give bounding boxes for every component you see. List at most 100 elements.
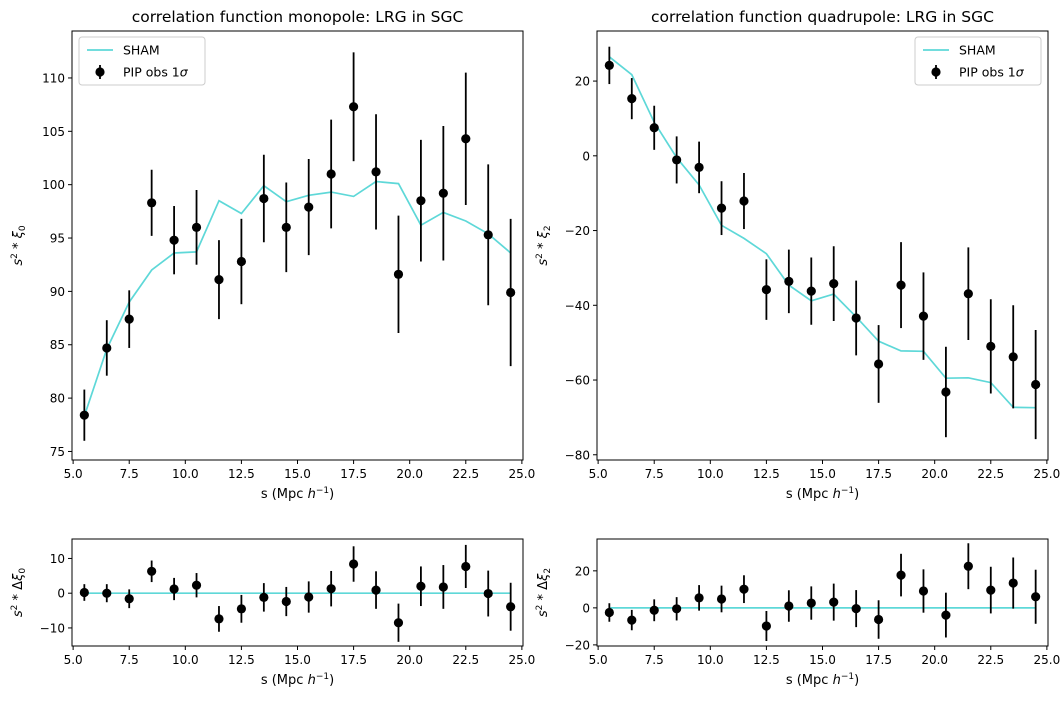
- data-point: [79, 410, 89, 420]
- data-point: [326, 584, 336, 594]
- data-point: [986, 585, 996, 595]
- plot-area: [79, 52, 516, 441]
- data-point: [739, 196, 749, 206]
- x-tick-label: 10.0: [172, 467, 199, 481]
- data-point: [716, 594, 727, 604]
- data-point: [963, 289, 973, 299]
- x-tick-label: 15.0: [809, 653, 836, 667]
- x-tick-label: 22.5: [977, 653, 1004, 667]
- data-point: [259, 592, 269, 602]
- data-point: [191, 580, 202, 590]
- data-point: [191, 222, 202, 232]
- data-point: [461, 561, 471, 572]
- data-point: [348, 559, 359, 569]
- y-tick-label: 20: [575, 75, 590, 89]
- y-tick-label: 75: [50, 445, 65, 459]
- data-point: [1008, 352, 1018, 362]
- data-point: [416, 196, 426, 206]
- y-tick-label: −10: [40, 621, 65, 635]
- x-tick-label: 12.5: [753, 467, 780, 481]
- y-tick-label: 90: [50, 285, 65, 299]
- x-tick-label: 12.5: [753, 653, 780, 667]
- data-point: [672, 155, 682, 165]
- y-tick-label: 0: [582, 601, 590, 615]
- data-point: [1031, 379, 1041, 390]
- legend-marker-swatch: [95, 67, 105, 77]
- data-point: [371, 585, 381, 595]
- chart-title: correlation function quadrupole: LRG in …: [651, 8, 994, 26]
- data-point: [236, 604, 247, 614]
- data-point: [281, 596, 291, 607]
- data-point: [147, 566, 157, 576]
- data-point: [604, 607, 614, 618]
- data-point: [604, 60, 614, 70]
- data-point: [941, 387, 951, 397]
- data-point: [304, 592, 314, 602]
- x-tick-label: 10.0: [697, 653, 724, 667]
- y-axis-label: s2 * ξ2: [535, 225, 553, 265]
- x-tick-label: 12.5: [228, 467, 255, 481]
- legend-label: PIP obs 1σ: [959, 65, 1025, 80]
- data-point: [326, 169, 336, 179]
- legend-box: [78, 36, 206, 86]
- y-tick-label: −20: [565, 638, 590, 652]
- data-point: [694, 162, 704, 172]
- x-axis-label: s (Mpc h−1): [261, 672, 334, 688]
- data-point: [259, 193, 269, 204]
- x-tick-label: 5.0: [64, 653, 83, 667]
- y-tick-label: 80: [50, 392, 65, 406]
- data-point: [851, 313, 861, 323]
- x-tick-label: 15.0: [284, 467, 311, 481]
- y-axis-label: s2 * ξ0: [10, 225, 28, 266]
- y-tick-label: 85: [50, 338, 65, 352]
- x-axis-label: s (Mpc h−1): [786, 672, 859, 688]
- x-tick-label: 5.0: [589, 653, 608, 667]
- y-tick-label: 20: [575, 564, 590, 578]
- y-tick-label: −40: [565, 299, 590, 313]
- data-point: [416, 581, 426, 591]
- panel-4: 5.0 7.5 10.0 12.5 15.0 17.5 20.0 22.5 25.0 −20 0 20…: [535, 538, 1061, 688]
- data-point: [627, 94, 637, 104]
- x-tick-label: 7.5: [120, 653, 139, 667]
- panel-2: 5.0 7.5 10.0 12.5 15.0 17.5 20.0 22.5 25.0 −80 −60…: [535, 8, 1060, 502]
- data-point: [918, 586, 929, 596]
- data-point: [941, 610, 951, 620]
- data-point: [169, 235, 179, 245]
- x-tick-label: 5.0: [64, 467, 83, 481]
- x-tick-label: 25.0: [509, 467, 536, 481]
- x-tick-label: 10.0: [172, 653, 199, 667]
- data-point: [761, 621, 772, 631]
- y-tick-label: −20: [565, 224, 590, 238]
- data-point: [716, 203, 727, 213]
- data-point: [784, 601, 794, 611]
- data-point: [1008, 578, 1018, 588]
- y-tick-label: −60: [565, 374, 590, 388]
- x-tick-label: 7.5: [120, 467, 139, 481]
- chart-title: correlation function monopole: LRG in SG…: [132, 8, 464, 26]
- data-point: [851, 604, 861, 614]
- data-point: [739, 584, 749, 594]
- x-tick-label: 22.5: [452, 467, 479, 481]
- data-point: [694, 593, 704, 603]
- x-tick-label: 20.0: [921, 653, 948, 667]
- x-tick-label: 22.5: [977, 467, 1004, 481]
- data-point: [506, 602, 516, 612]
- data-point: [483, 588, 493, 599]
- legend: SHAM PIP obs 1σ: [78, 36, 206, 86]
- data-point: [438, 188, 448, 198]
- y-tick-label: 105: [42, 125, 65, 139]
- data-point: [393, 269, 404, 279]
- x-axis-label: s (Mpc h−1): [786, 486, 859, 502]
- data-point: [649, 605, 659, 615]
- data-point: [147, 198, 157, 208]
- x-tick-label: 22.5: [452, 653, 479, 667]
- data-point: [348, 102, 359, 112]
- data-point: [461, 134, 471, 144]
- data-point: [393, 618, 404, 628]
- data-point: [79, 587, 89, 598]
- data-point: [986, 341, 996, 351]
- y-tick-label: 0: [57, 587, 65, 601]
- data-point: [627, 615, 637, 625]
- x-tick-label: 25.0: [1034, 653, 1061, 667]
